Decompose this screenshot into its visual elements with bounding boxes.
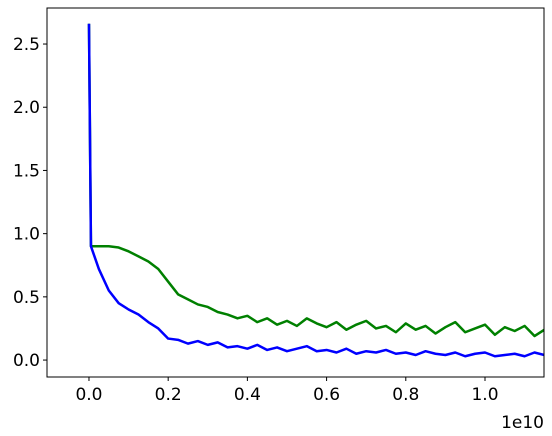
y-tick-label: 0.0: [13, 351, 40, 371]
x-tick-label: 0.4: [234, 385, 261, 405]
x-tick-label: 0.8: [392, 385, 419, 405]
x-tick-label: 0.0: [75, 385, 102, 405]
line-series: [87, 23, 544, 358]
y-tick-label: 0.5: [13, 288, 40, 308]
y-tick-label: 1.0: [13, 225, 40, 245]
x-offset-label: 1e10: [501, 413, 544, 433]
x-tick-label: 0.6: [313, 385, 340, 405]
y-tick-label: 1.5: [13, 161, 40, 181]
plot-frame: [46, 7, 545, 378]
y-tick-label: 2.5: [13, 35, 40, 55]
x-tick-label: 0.2: [155, 385, 182, 405]
x-tick-label: 1.0: [471, 385, 498, 405]
line-series: [87, 23, 544, 338]
y-tick-label: 2.0: [13, 98, 40, 118]
